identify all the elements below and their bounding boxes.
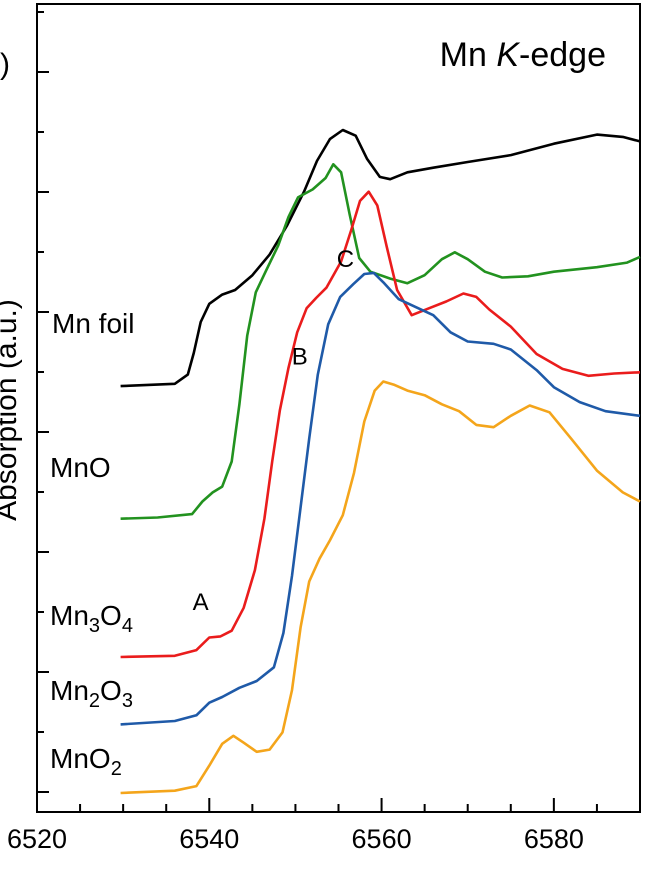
series-line-mn3o4 — [120, 190, 641, 659]
chart-title-part: -edge — [519, 36, 606, 74]
x-tick-label: 6560 — [352, 824, 412, 854]
chart-title-part: K — [496, 36, 520, 74]
series-line-mno — [120, 163, 641, 520]
series-line-mn2o3 — [120, 271, 641, 726]
peak-label-c: C — [337, 246, 354, 273]
peak-annotations: A B C — [193, 246, 354, 616]
y-axis-ticks — [37, 11, 49, 793]
series-line-mno2 — [120, 380, 641, 795]
series-label-mn-foil: Mn foil — [52, 308, 134, 339]
x-tick-label: 6520 — [7, 824, 67, 854]
y-axis-label: Absorption (a.u.) — [0, 299, 23, 521]
x-tick-label: 6540 — [179, 824, 239, 854]
peak-label-b: B — [292, 343, 308, 370]
x-tick-label: 6580 — [524, 824, 584, 854]
peak-label-a: A — [193, 589, 209, 616]
x-axis-ticks: 6520 6540 6560 6580 — [7, 798, 641, 854]
series-label-mn2o3: Mn2O3 — [50, 675, 133, 712]
series-label-mno2: MnO2 — [50, 743, 122, 780]
series-lines — [120, 128, 641, 795]
chart-title-part: Mn — [440, 36, 497, 74]
panel-label: ) — [0, 48, 10, 81]
series-label-mn3o4: Mn3O4 — [50, 600, 133, 637]
chart-title: Mn K-edge — [440, 36, 606, 74]
series-label-mno: MnO — [50, 452, 111, 483]
series-line-mn-foil — [120, 128, 641, 388]
series-labels: Mn foil MnO Mn3O4 Mn2O3 MnO2 — [50, 308, 134, 780]
